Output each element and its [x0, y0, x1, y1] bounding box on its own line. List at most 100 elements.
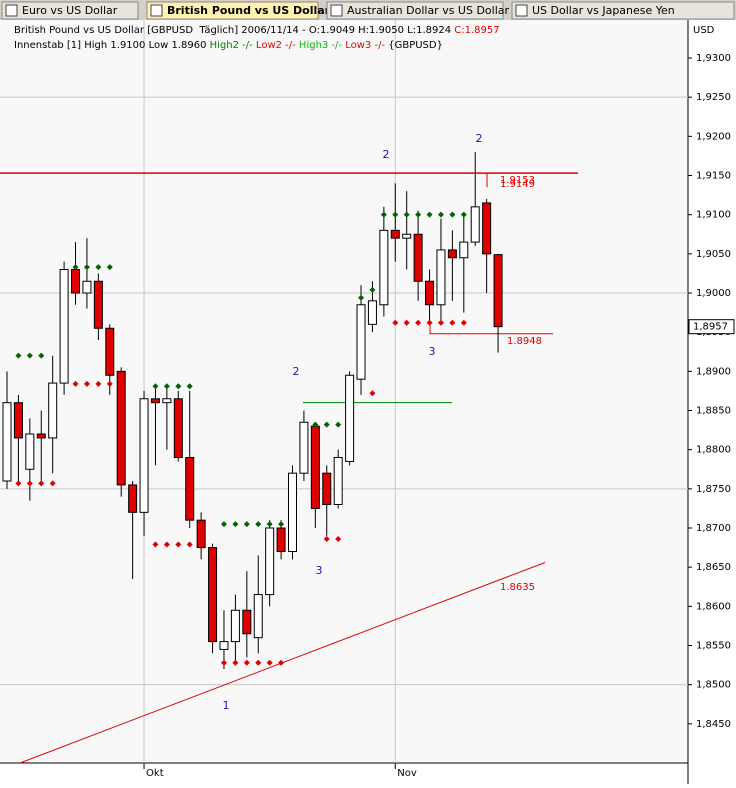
tab[interactable] — [1, 1, 139, 20]
price-label: 1,8957 — [693, 322, 728, 333]
marker — [232, 521, 239, 528]
candle-body — [265, 527, 275, 596]
candle-body — [322, 472, 332, 506]
candle-body — [379, 229, 389, 306]
tab-label[interactable]: Euro vs US Dollar — [22, 4, 118, 17]
candle-body — [185, 457, 195, 521]
tab-label[interactable]: British Pound vs US Dollar — [167, 4, 331, 17]
wave-label: 2 — [383, 148, 390, 161]
wave-label: 3 — [316, 564, 323, 577]
marker — [437, 211, 444, 218]
marker — [152, 383, 159, 390]
tab[interactable] — [326, 1, 504, 20]
tab[interactable] — [511, 1, 735, 20]
header-part: Low2 -/- — [253, 40, 296, 51]
marker — [426, 319, 433, 326]
y-tick-label: 1,8850 — [696, 406, 731, 417]
x-tick-label: Nov — [397, 768, 417, 779]
tab-icon — [150, 4, 163, 17]
marker — [369, 390, 376, 397]
level-label: 1.8948 — [507, 336, 542, 347]
marker — [392, 319, 399, 326]
marker — [26, 480, 33, 487]
level-label: 1.9149 — [500, 179, 535, 190]
candle-body — [25, 433, 35, 470]
axis-area — [688, 20, 736, 784]
candle-body — [333, 457, 343, 506]
marker — [72, 264, 79, 271]
y-tick-label: 1,9150 — [696, 171, 731, 182]
wave-label: 3 — [429, 345, 436, 358]
marker — [186, 541, 193, 548]
y-tick-label: 1,9200 — [696, 131, 731, 142]
header-part: Innenstab [1] High 1.9100 Low 1.8960 — [14, 40, 210, 51]
candle-body — [482, 202, 492, 255]
marker — [83, 380, 90, 387]
candle-body — [367, 300, 377, 325]
candle-body — [59, 269, 69, 384]
header-part: British Pound vs US Dollar [GBPUSD Tägli… — [14, 25, 454, 36]
y-tick-label: 1,8800 — [696, 445, 731, 456]
marker — [266, 659, 273, 666]
level-label: 1.9153 — [500, 175, 535, 186]
candle-body — [2, 402, 12, 482]
candle-body — [345, 374, 355, 462]
y-tick-label: 1,8700 — [696, 523, 731, 534]
marker — [460, 211, 467, 218]
marker — [83, 264, 90, 271]
marker — [278, 521, 285, 528]
header-text: British Pound vs US Dollar [GBPUSD Tägli… — [14, 25, 500, 36]
candle-body — [48, 382, 58, 439]
trend-label: 1.8635 — [500, 582, 535, 593]
marker — [106, 264, 113, 271]
marker — [323, 421, 330, 428]
marker — [15, 480, 22, 487]
marker — [186, 383, 193, 390]
y-tick-label: 1,8500 — [696, 680, 731, 691]
candle-body — [173, 398, 183, 459]
marker — [278, 659, 285, 666]
marker — [437, 319, 444, 326]
candle-body — [105, 327, 115, 376]
marker — [255, 521, 262, 528]
candle-body — [116, 370, 126, 486]
candle-body — [162, 398, 172, 404]
candle-body — [288, 472, 297, 553]
candle-body — [13, 402, 23, 439]
candle-body — [425, 280, 435, 306]
axis-title: USD — [693, 25, 715, 36]
candle-body — [402, 233, 412, 239]
candle-body — [208, 547, 218, 643]
price-box — [688, 319, 735, 335]
candle-body — [493, 254, 503, 328]
candle-body — [242, 609, 252, 635]
marker — [369, 286, 376, 293]
candle-body — [390, 229, 400, 239]
candle-body — [253, 594, 263, 639]
marker — [243, 521, 250, 528]
marker — [26, 352, 33, 359]
marker — [106, 380, 113, 387]
candle-body — [82, 280, 92, 294]
marker — [175, 541, 182, 548]
marker — [220, 659, 227, 666]
y-tick-label: 1,8650 — [696, 562, 731, 573]
marker — [449, 211, 456, 218]
marker — [232, 659, 239, 666]
marker — [95, 264, 102, 271]
wave-label: 2 — [476, 132, 483, 145]
candle-body — [230, 609, 240, 643]
marker — [403, 211, 410, 218]
wave-label: 2 — [293, 365, 300, 378]
tab[interactable] — [146, 1, 319, 20]
marker — [152, 541, 159, 548]
marker — [255, 659, 262, 666]
plot-area — [0, 20, 688, 763]
tab-label[interactable]: Australian Dollar vs US Dollar — [347, 4, 510, 17]
tab-label[interactable]: US Dollar vs Japanese Yen — [532, 4, 675, 17]
marker — [243, 659, 250, 666]
candle-body — [299, 421, 309, 474]
marker — [335, 535, 342, 542]
time-axis-area — [0, 763, 688, 784]
